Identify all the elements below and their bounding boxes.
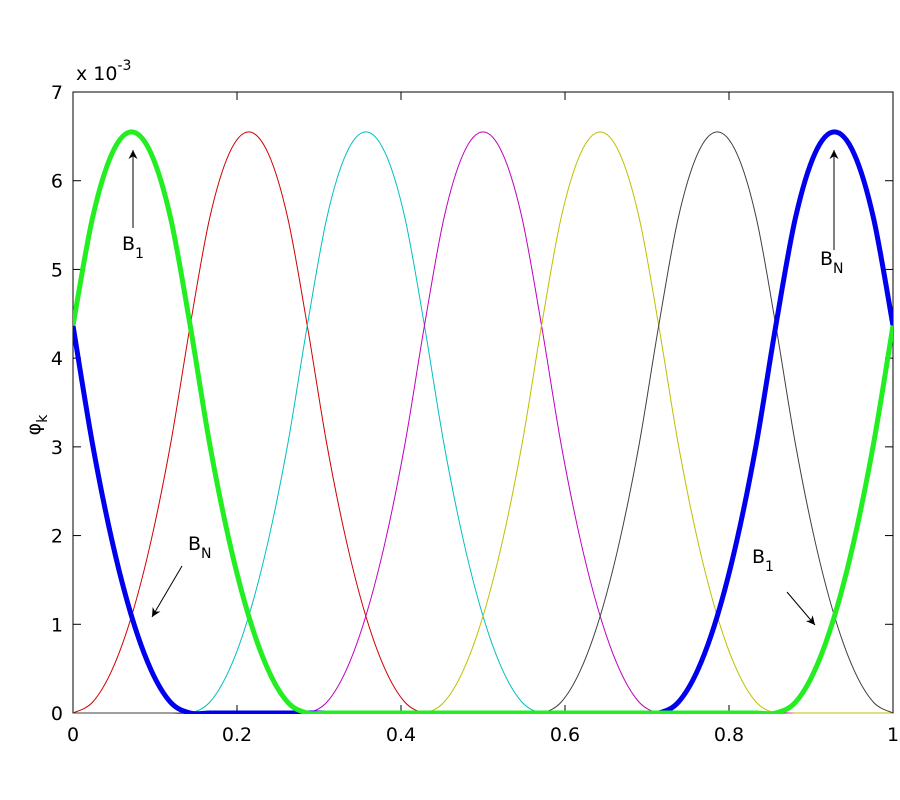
x-tick-label: 0.2 [222,724,252,746]
annotation-label: BN [820,248,844,277]
annotation-sub: 1 [765,559,774,575]
annotation-text: B [820,248,833,270]
annotation-label: B1 [122,233,144,262]
y-tick-label: 6 [51,171,63,193]
y-tick-label: 1 [51,614,63,636]
series-line [73,129,893,714]
y-tick-label: 2 [51,526,63,548]
axis-multiplier: x 10-3 [76,58,131,85]
annotation-sub: N [201,546,211,562]
y-axis-label: φk [23,414,51,436]
x-tick-label: 0.8 [714,724,744,746]
y-tick-label: 7 [51,82,63,104]
plot-lines [73,129,893,714]
x-tick-label: 0.6 [550,724,580,746]
multiplier-exp: -3 [117,58,131,74]
x-tick-label: 0 [67,724,79,746]
multiplier-text: x 10 [76,63,117,85]
annotation-label: BN [188,533,212,562]
annotation-arrow [151,565,183,618]
annotation-text: B [122,233,135,255]
y-tick-label: 5 [51,259,63,281]
x-tick-label: 0.4 [386,724,416,746]
annotation-label: B1 [752,546,774,575]
y-label-text: φ [23,423,45,436]
y-tick-label: 3 [51,437,63,459]
annotation-sub: N [833,261,843,277]
y-tick-label: 4 [51,348,63,370]
y-label-sub: k [35,414,51,423]
y-tick-label: 0 [51,703,63,725]
annotation-arrow [786,591,816,626]
x-tick-label: 1 [887,724,899,746]
annotation-text: B [752,546,765,568]
annotation-text: B [188,533,201,555]
annotation-sub: 1 [135,246,144,262]
plot-frame [72,91,894,714]
